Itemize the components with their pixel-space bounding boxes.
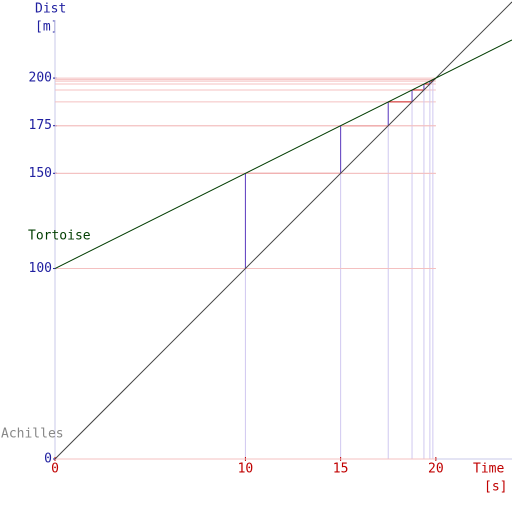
y-axis-unit: [m]	[35, 20, 58, 35]
x-tick-label: 10	[238, 462, 254, 477]
y-tick-label: 0	[44, 452, 52, 467]
series-line	[54, 39, 512, 269]
series-line	[54, 1, 512, 460]
y-tick-label: 150	[29, 166, 52, 181]
x-tick-label: 15	[333, 462, 349, 477]
x-tick-label: 0	[51, 462, 59, 477]
x-axis-label: Time	[473, 462, 504, 477]
x-tick-label: 20	[428, 462, 444, 477]
y-tick-label: 200	[29, 71, 52, 86]
y-tick-label: 100	[29, 261, 52, 276]
series-label: Achilles	[1, 427, 64, 442]
y-tick-label: 175	[29, 118, 52, 133]
x-axis-unit: [s]	[484, 480, 507, 495]
y-axis-label: Dist	[35, 2, 66, 17]
series-label: Tortoise	[28, 229, 91, 244]
